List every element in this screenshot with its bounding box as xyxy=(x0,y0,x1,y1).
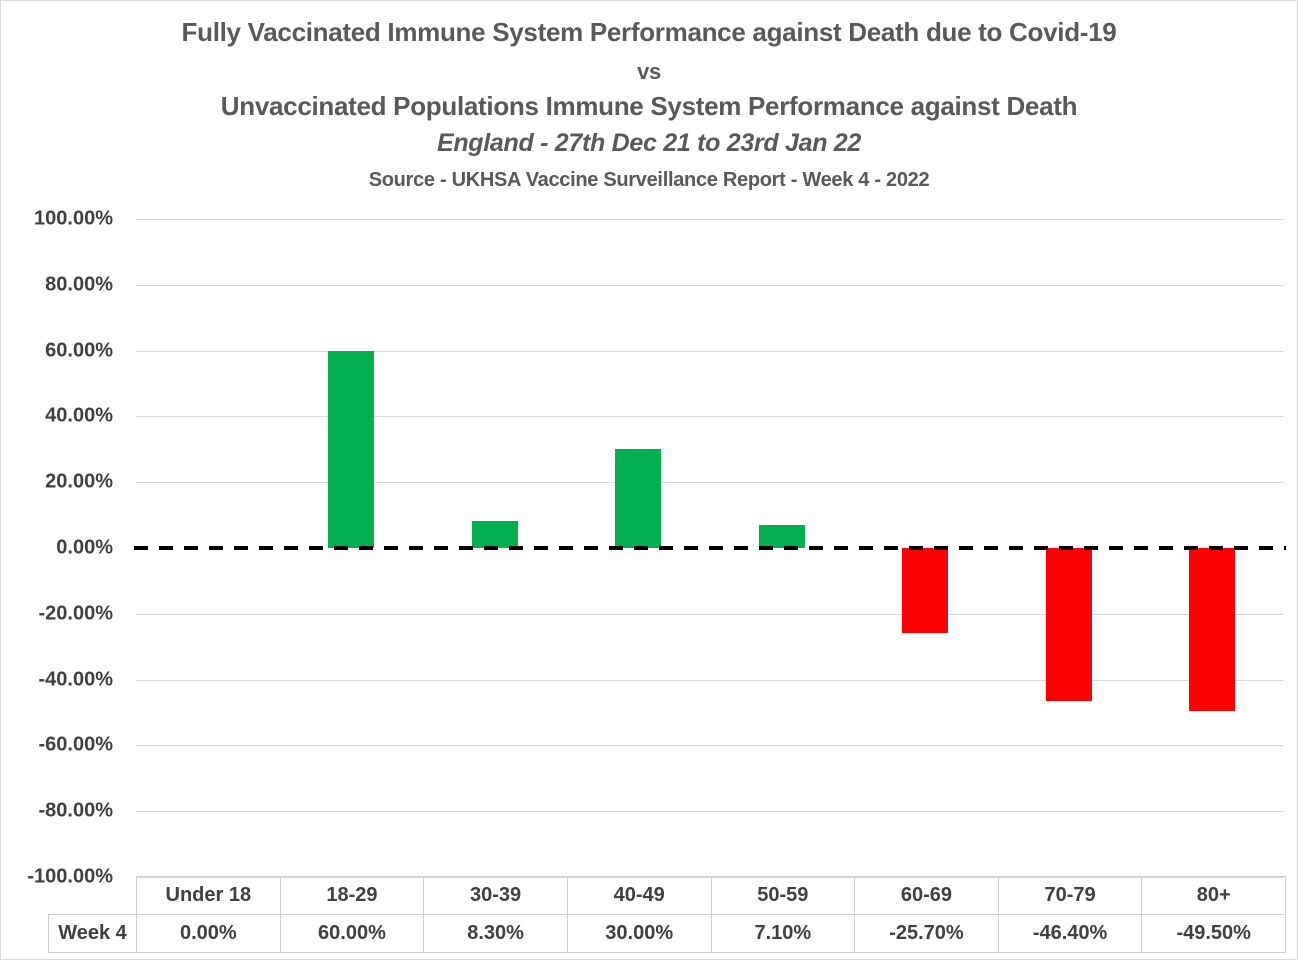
gridline xyxy=(136,350,1284,352)
bar-30-39 xyxy=(471,520,518,548)
gridline xyxy=(136,877,1284,878)
table-header-70-79: 70-79 xyxy=(997,876,1143,915)
gridline xyxy=(136,745,1284,747)
table-value-60-69: -25.70% xyxy=(854,914,999,953)
chart-title-line-2: Unvaccinated Populations Immune System P… xyxy=(220,91,1078,121)
gridline xyxy=(136,284,1284,286)
y-axis-tick-label: 20.00% xyxy=(45,470,113,493)
table-value-50-59: 7.10% xyxy=(710,914,856,953)
gridline xyxy=(136,482,1284,484)
chart-source-line: Source - UKHSA Vaccine Surveillance Repo… xyxy=(368,169,930,191)
gridline xyxy=(136,613,1284,615)
y-axis-tick-label: -40.00% xyxy=(38,668,114,691)
table-header-50-59: 50-59 xyxy=(710,876,856,915)
y-axis-tick-label: 80.00% xyxy=(45,273,113,296)
table-value-30-39: 8.30% xyxy=(423,914,568,953)
chart-subtitle-date-range: England - 27th Dec 21 to 23rd Jan 22 xyxy=(436,129,862,157)
chart-title-vs-label: vs xyxy=(637,59,661,84)
table-value-70-79: -46.40% xyxy=(997,914,1143,953)
table-value-under-18: 0.00% xyxy=(136,914,281,953)
table-value-row: Week 4 0.00% 60.00% 8.30% 30.00% 7.10% -… xyxy=(48,914,1286,953)
y-axis-tick-label: -80.00% xyxy=(38,799,114,822)
data-table: Under 18 18-29 30-39 40-49 50-59 60-69 7… xyxy=(48,876,1286,953)
table-header-30-39: 30-39 xyxy=(423,876,568,915)
table-header-under-18: Under 18 xyxy=(136,876,281,915)
table-header-80-plus: 80+ xyxy=(1141,876,1286,915)
table-value-80-plus: -49.50% xyxy=(1141,914,1286,953)
bar-50-59 xyxy=(758,524,805,548)
gridline xyxy=(136,219,1284,220)
bar-18-29 xyxy=(328,350,375,548)
table-value-40-49: 30.00% xyxy=(566,914,712,953)
table-value-18-29: 60.00% xyxy=(279,914,425,953)
gridline xyxy=(136,416,1284,418)
table-header-60-69: 60-69 xyxy=(854,876,999,915)
y-axis-tick-label: 100.00% xyxy=(34,207,113,230)
table-row-label-week4: Week 4 xyxy=(48,914,137,953)
gridline xyxy=(136,811,1284,813)
gridline xyxy=(136,679,1284,681)
bar-60-69 xyxy=(902,548,949,633)
table-header-40-49: 40-49 xyxy=(566,876,712,915)
y-axis-tick-label: 40.00% xyxy=(45,404,113,427)
zero-baseline-dashed-line xyxy=(134,546,1286,550)
table-header-18-29: 18-29 xyxy=(279,876,425,915)
y-axis: 100.00% 80.00% 60.00% 40.00% 20.00% 0.00% -20.… xyxy=(1,208,114,888)
bar-80-plus xyxy=(1189,548,1236,711)
plot-area xyxy=(134,219,1286,878)
y-axis-tick-label: -60.00% xyxy=(38,733,114,756)
bar-70-79 xyxy=(1045,548,1092,701)
table-corner-cell xyxy=(49,877,137,915)
y-axis-tick-label: 60.00% xyxy=(45,339,113,362)
bar-40-49 xyxy=(615,449,662,548)
y-axis-tick-label: -20.00% xyxy=(38,602,114,625)
table-header-row: Under 18 18-29 30-39 40-49 50-59 60-69 7… xyxy=(49,876,1286,915)
y-axis-tick-label: 0.00% xyxy=(56,536,113,559)
chart-title-line-1: Fully Vaccinated Immune System Performan… xyxy=(181,17,1117,47)
y-axis-tick-label: -100.00% xyxy=(27,865,113,888)
